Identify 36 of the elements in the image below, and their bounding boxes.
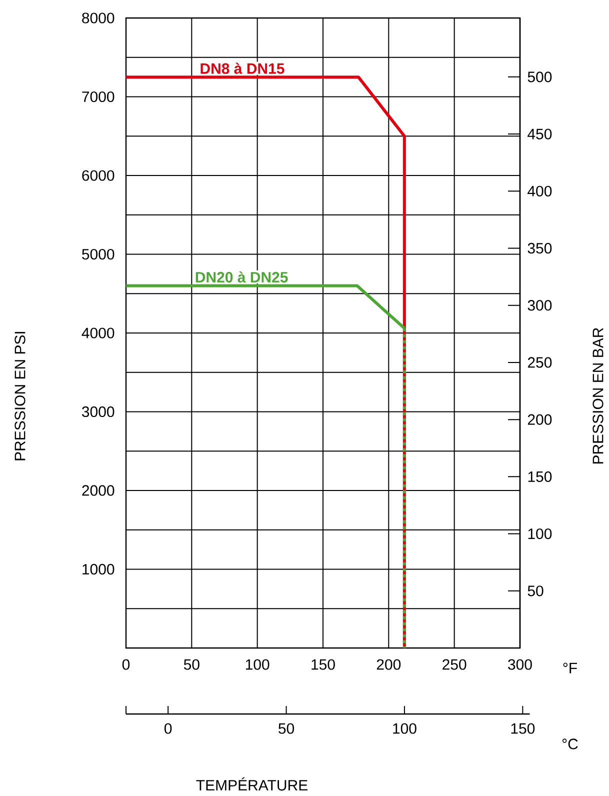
x2-tick-label: 100 [393, 723, 416, 734]
y2-tick-label: 350 [528, 242, 552, 254]
x-tick-label: 300 [508, 659, 532, 670]
y-tick-label: 7000 [82, 91, 114, 102]
y2-tick-label: 150 [528, 471, 552, 482]
y2-axis-title: PRESSION EN BAR [592, 328, 604, 464]
y2-tick-label: 300 [528, 300, 552, 311]
y-tick-label: 3000 [82, 406, 114, 418]
y2-tick-label: 400 [528, 186, 552, 196]
series-label: DN20 à DN25 [196, 271, 288, 283]
y-tick-label: 8000 [82, 12, 114, 24]
x2-tick-label: 150 [511, 723, 535, 734]
y2-tick-label: 500 [528, 72, 552, 82]
y2-tick-label: 450 [528, 128, 552, 140]
series-label: DN8 à DN15 [200, 62, 284, 74]
y-tick-label: 2000 [82, 485, 114, 496]
text: °C [562, 738, 578, 750]
x-tick-label: 200 [376, 659, 401, 670]
y2-tick-label: 50 [528, 586, 544, 596]
x-tick-label: 150 [312, 659, 335, 670]
x2-tick-label: 0 [164, 723, 172, 734]
y-axis-title: PRESSION EN PSI [14, 332, 26, 460]
x-tick-label: 50 [184, 659, 200, 670]
x-tick-label: 100 [246, 659, 270, 670]
x-tick-label: 250 [442, 659, 466, 670]
y-tick-label: 1000 [82, 564, 114, 575]
y-tick-label: 5000 [82, 248, 114, 260]
y2-tick-label: 100 [528, 528, 552, 540]
y-tick-label: 4000 [82, 328, 114, 338]
y2-tick-label: 200 [528, 414, 552, 425]
x-axis-title: TEMPÉRATURE [196, 777, 308, 791]
y2-tick-label: 250 [528, 357, 552, 368]
text: °F [563, 662, 577, 674]
x-tick-label: 0 [122, 659, 130, 670]
x2-tick-label: 50 [278, 723, 294, 734]
y-tick-label: 6000 [82, 170, 114, 181]
